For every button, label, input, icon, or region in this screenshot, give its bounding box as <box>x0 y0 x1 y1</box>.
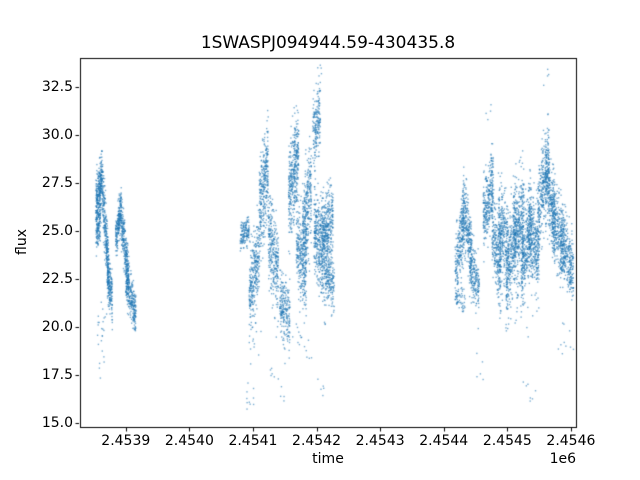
x-tick-label: 2.4545 <box>482 433 532 449</box>
y-tick-label: 30.0 <box>41 126 73 143</box>
y-tick-label: 17.5 <box>41 367 73 384</box>
y-tick-label: 20.0 <box>41 319 73 336</box>
y-tick-label: 32.5 <box>41 78 73 95</box>
x-tick-label: 2.4546 <box>546 433 596 449</box>
x-axis-label: time <box>312 451 344 467</box>
y-tick-label: 27.5 <box>41 174 73 191</box>
x-tick-label: 2.4543 <box>355 433 405 449</box>
x-tick-label: 2.4540 <box>164 433 214 449</box>
y-tick-label: 22.5 <box>41 271 73 288</box>
chart-title: 1SWASPJ094944.59-430435.8 <box>200 33 456 53</box>
y-tick-label: 15.0 <box>41 415 73 432</box>
x-tick-label: 2.4544 <box>419 433 469 449</box>
x-tick-label: 2.4542 <box>292 433 342 449</box>
x-tick-label: 2.4541 <box>228 433 278 449</box>
x-tick-label: 2.4539 <box>101 433 151 449</box>
y-tick-label: 25.0 <box>41 222 73 239</box>
x-axis-offset-label: 1e6 <box>549 451 576 467</box>
